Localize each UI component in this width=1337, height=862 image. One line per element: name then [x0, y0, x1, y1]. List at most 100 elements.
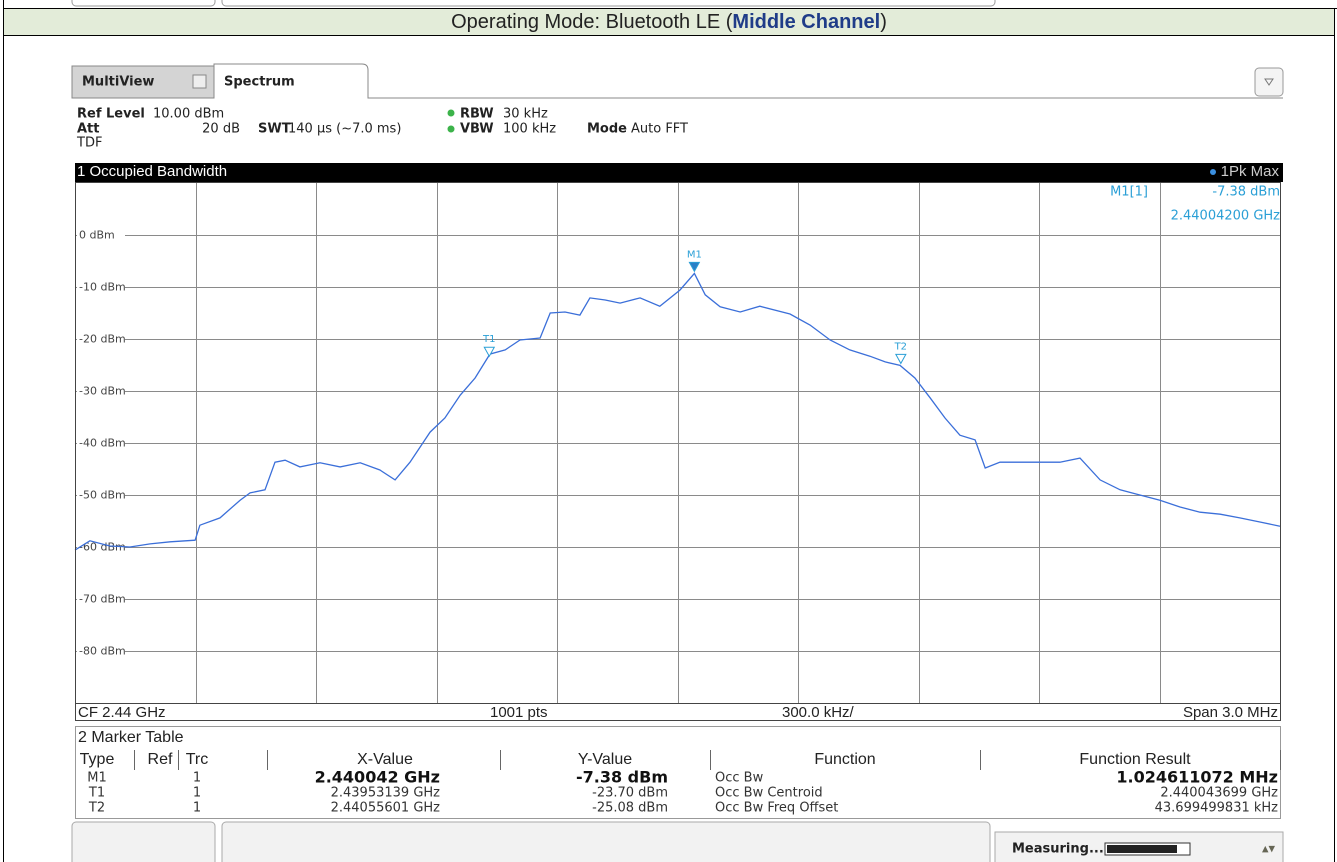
table-cell: 1 — [193, 801, 201, 816]
tab-multiview[interactable] — [71, 65, 215, 99]
table-cell: -7.38 dBm — [576, 768, 668, 787]
readout-frequency: 2.44004200 GHz — [1171, 209, 1281, 224]
header-bar — [3, 8, 1335, 36]
table-cell: Occ Bw Centroid — [715, 786, 823, 801]
setting-value: 20 dB — [202, 122, 240, 137]
setting-label: Ref Level — [77, 107, 145, 122]
setting-label: SWT — [258, 122, 291, 137]
setting-value: Auto FFT — [631, 122, 688, 137]
column-header: Type — [80, 751, 115, 768]
label-bg — [77, 488, 125, 503]
column-header: X-Value — [357, 751, 413, 768]
label-bg — [77, 436, 125, 451]
dropdown-arrow — [1264, 78, 1274, 86]
plot-area: 0 dBm -10 dBm -20 dBm -30 dBm -40 dBm -50 dBm… — [74, 183, 1281, 703]
table-cell: T2 — [88, 801, 105, 816]
header-title: Operating Mode: Bluetooth LE (Middle Cha… — [451, 11, 887, 33]
top-box — [221, 0, 996, 7]
status-icon: ▴▾ — [1262, 842, 1276, 857]
tab-spectrum[interactable] — [213, 63, 1283, 99]
dropdown[interactable] — [1254, 67, 1284, 97]
plot-footer — [75, 703, 1281, 721]
marker-table — [75, 726, 1281, 819]
table-cell: 43.699499831 kHz — [1155, 801, 1279, 816]
setting-value: 100 kHz — [503, 122, 556, 137]
label-bg — [77, 280, 125, 295]
table-cell: Occ Bw Freq Offset — [715, 801, 838, 816]
top-box — [71, 0, 216, 7]
y-tick-label: -40 dBm — [79, 437, 126, 450]
tab-icon — [192, 74, 207, 89]
plot-title-bar — [75, 163, 1283, 182]
tab-label[interactable]: Spectrum — [224, 75, 295, 90]
y-tick-label: -60 dBm — [79, 541, 126, 554]
marker — [688, 261, 701, 273]
status-box — [71, 821, 216, 862]
setting-label: Att — [77, 122, 100, 137]
footer-span: Span 3.0 MHz — [1183, 704, 1278, 721]
setting-value: 140 µs (~7.0 ms) — [288, 122, 401, 137]
y-tick-label: -20 dBm — [79, 333, 126, 346]
setting-label: RBW — [460, 107, 494, 122]
table-body: Type Ref Trc X-Value Y-Value Function Function… — [80, 750, 1281, 816]
readout-name: M1[1] — [1110, 185, 1148, 200]
setting-value: 10.00 dBm — [153, 107, 224, 122]
marker — [483, 346, 496, 358]
marker — [894, 353, 907, 365]
column-header: Function — [814, 751, 875, 768]
header-text: Operating Mode: Bluetooth LE ( — [451, 11, 733, 33]
header-emphasis: Middle Channel — [732, 11, 880, 33]
footer-center: CF 2.44 GHz — [78, 704, 166, 721]
readout-level: -7.38 dBm — [1212, 185, 1280, 200]
y-tick-label: 0 dBm — [79, 229, 115, 242]
footer-per-div: 300.0 kHz/ — [782, 704, 855, 721]
label-bg — [77, 228, 125, 243]
table-title: 2 Marker Table — [78, 729, 184, 746]
column-header: Y-Value — [578, 751, 632, 768]
label-bg — [77, 644, 125, 659]
tab-label[interactable]: MultiView — [82, 75, 154, 90]
status-dot — [447, 125, 455, 133]
trace-dot — [1210, 169, 1216, 175]
setting-label: TDF — [76, 136, 102, 151]
y-tick-label: -30 dBm — [79, 385, 126, 398]
table-cell: 1 — [193, 786, 201, 801]
setting-value: 30 kHz — [503, 107, 548, 122]
progress-fill — [1107, 845, 1177, 853]
trace — [74, 272, 1281, 551]
marker-label: T2 — [894, 341, 907, 352]
header-text: ) — [880, 11, 887, 33]
y-tick-label: -80 dBm — [79, 645, 126, 658]
table-cell: 2.440043699 GHz — [1160, 786, 1278, 801]
table-cell: 1.024611072 MHz — [1116, 768, 1278, 787]
footer-points: 1001 pts — [490, 704, 548, 721]
status-dot — [447, 109, 455, 117]
column-header: Ref — [148, 751, 173, 768]
y-tick-label: -50 dBm — [79, 489, 126, 502]
table-cell: 2.440042 GHz — [315, 768, 440, 787]
table-cell: -25.08 dBm — [592, 801, 668, 816]
setting-label: VBW — [460, 122, 494, 137]
label-bg — [77, 540, 125, 555]
label-bg — [77, 592, 125, 607]
table-cell: M1 — [87, 771, 107, 786]
plot-title: 1 Occupied Bandwidth — [77, 163, 227, 180]
y-tick-label: -10 dBm — [79, 281, 126, 294]
status-text: Measuring... — [1012, 842, 1104, 857]
table-cell: 2.43953139 GHz — [331, 786, 441, 801]
column-header: Trc — [186, 751, 209, 768]
y-tick-label: -70 dBm — [79, 593, 126, 606]
marker-label: T1 — [482, 334, 495, 345]
legend-entry: 1Pk Max — [1221, 163, 1280, 180]
status-box — [221, 821, 991, 862]
label-bg — [77, 332, 125, 347]
table-cell: 2.44055601 GHz — [331, 801, 441, 816]
setting-label: Mode — [587, 122, 627, 137]
table-cell: 1 — [193, 771, 201, 786]
table-cell: -23.70 dBm — [592, 786, 668, 801]
marker-label: M1 — [687, 249, 702, 260]
column-header: Function Result — [1079, 751, 1191, 768]
label-bg — [77, 384, 125, 399]
